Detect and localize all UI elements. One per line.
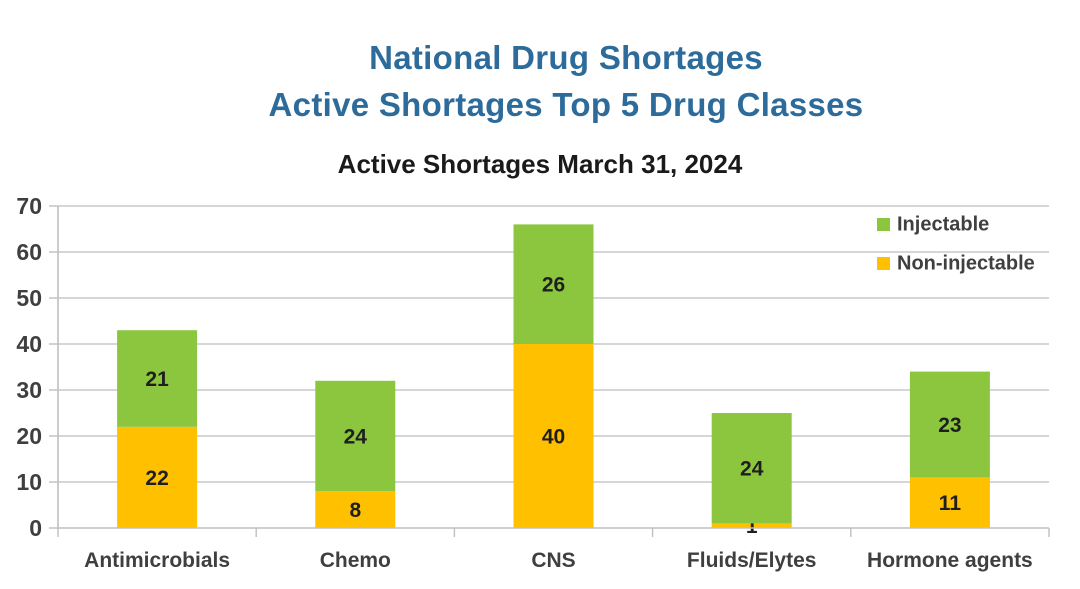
bar-value-label: 21 <box>145 368 169 391</box>
bar-value-label: 24 <box>740 458 764 481</box>
axes <box>49 205 1050 537</box>
y-tick-label: 50 <box>16 285 42 311</box>
bar-segment-injectable <box>315 380 396 492</box>
bar-value-label: 23 <box>938 414 961 437</box>
legend-swatch-injectable <box>877 218 890 231</box>
bar-segment-non-injectable <box>711 523 792 528</box>
legend-label: Non-injectable <box>897 253 1035 275</box>
bar-value-label: 8 <box>349 499 361 522</box>
bar-segment-non-injectable <box>513 344 594 528</box>
bar-segment-non-injectable <box>315 491 396 528</box>
x-category-label: Antimicrobials <box>84 549 230 572</box>
y-tick-label: 20 <box>16 423 42 449</box>
bar-value-label: 24 <box>344 426 368 449</box>
x-category-label: Chemo <box>320 549 391 572</box>
bar-value-label: 11 <box>939 492 962 515</box>
legend-label: Injectable <box>897 214 989 236</box>
page-title-line2: Active Shortages Top 5 Drug Classes <box>268 86 864 123</box>
bar-segment-non-injectable <box>909 477 990 528</box>
bar-segment-injectable <box>513 224 594 344</box>
x-category-label: CNS <box>531 549 575 572</box>
chart-title: Active Shortages March 31, 2024 <box>338 149 743 179</box>
page-title-line1: National Drug Shortages <box>369 39 763 76</box>
bar-value-label: 22 <box>145 467 168 490</box>
y-tick-label: 0 <box>29 515 42 541</box>
bar-value-label: 40 <box>542 426 565 449</box>
bar-segment-injectable <box>909 371 990 478</box>
x-category-label: Fluids/Elytes <box>687 549 817 572</box>
y-tick-label: 40 <box>16 331 42 357</box>
bar-segment-injectable <box>117 330 198 427</box>
bar-value-label: 26 <box>542 274 565 297</box>
y-tick-label: 30 <box>16 377 42 403</box>
bar-segment-injectable <box>711 413 792 524</box>
bar-segment-non-injectable <box>117 426 198 528</box>
y-tick-label: 60 <box>16 239 42 265</box>
y-tick-label: 10 <box>16 469 42 495</box>
legend: Injectable Non-injectable <box>877 214 1035 275</box>
axis-labels: 0 10 20 30 40 50 60 70 Antimicrobials Chemo CNS Flu… <box>16 193 1032 572</box>
page-title: National Drug Shortages Active Shortages… <box>52 34 1080 128</box>
legend-swatch-non-injectable <box>877 257 890 270</box>
y-tick-label: 70 <box>16 193 42 219</box>
x-category-label: Hormone agents <box>867 549 1033 572</box>
shortages-stacked-bar-chart: Active Shortages March 31, 2024 22 21 8 24 4… <box>16 149 1050 572</box>
